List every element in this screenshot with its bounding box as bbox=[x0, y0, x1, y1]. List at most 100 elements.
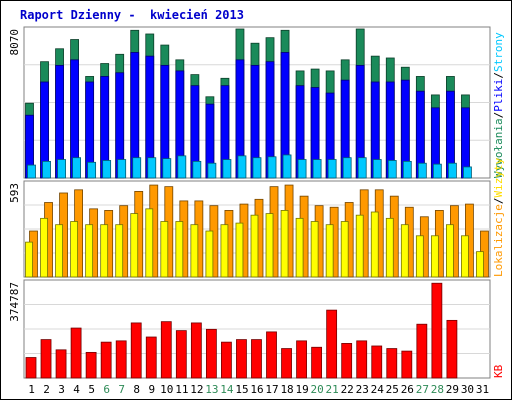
legend-item: Pliki bbox=[492, 79, 505, 112]
bar-kb-12 bbox=[190, 322, 202, 379]
bar-lokalizacje-30 bbox=[461, 235, 469, 278]
day-label-9: 9 bbox=[148, 383, 155, 396]
bar-kb-10 bbox=[160, 321, 172, 379]
bar-pliki-8 bbox=[132, 157, 142, 179]
day-label-16: 16 bbox=[250, 383, 263, 396]
bar-lokalizacje-31 bbox=[476, 251, 484, 278]
bar-kb-1 bbox=[25, 357, 37, 379]
bar-lokalizacje-14 bbox=[220, 224, 229, 278]
day-label-15: 15 bbox=[235, 383, 248, 396]
bar-lokalizacje-28 bbox=[430, 235, 439, 278]
day-label-19: 19 bbox=[295, 383, 308, 396]
day-label-17: 17 bbox=[265, 383, 278, 396]
bar-pliki-26 bbox=[402, 160, 412, 179]
bar-kb-16 bbox=[251, 339, 262, 379]
bar-lokalizacje-27 bbox=[415, 235, 424, 278]
bar-pliki-21 bbox=[327, 159, 337, 179]
bar-lokalizacje-29 bbox=[446, 224, 454, 278]
bar-pliki-27 bbox=[417, 162, 427, 179]
bar-pliki-5 bbox=[87, 161, 97, 179]
bar-pliki-10 bbox=[162, 158, 172, 179]
day-label-13: 13 bbox=[205, 383, 218, 396]
ymax-label-top: 8070 bbox=[8, 29, 21, 56]
bar-lokalizacje-15 bbox=[235, 222, 244, 278]
bar-pliki-6 bbox=[102, 160, 112, 179]
bar-kb-19 bbox=[296, 340, 307, 379]
bar-kb-13 bbox=[205, 328, 217, 379]
bar-kb-28 bbox=[431, 282, 443, 379]
day-label-14: 14 bbox=[220, 383, 234, 396]
bar-kb-3 bbox=[55, 349, 67, 379]
chart-title: Raport Dzienny - kwiecień 2013 bbox=[20, 8, 244, 22]
bar-kb-18 bbox=[281, 348, 292, 379]
legend-item: Wizyty bbox=[492, 157, 505, 197]
bar-kb-27 bbox=[416, 323, 428, 379]
day-label-29: 29 bbox=[446, 383, 459, 396]
bar-lokalizacje-21 bbox=[325, 224, 334, 278]
ymax-label-middle: 593 bbox=[8, 183, 21, 203]
bar-lokalizacje-13 bbox=[205, 230, 214, 278]
bar-lokalizacje-7 bbox=[115, 224, 124, 278]
bar-kb-22 bbox=[341, 343, 353, 379]
bar-lokalizacje-17 bbox=[265, 213, 274, 278]
bar-lokalizacje-10 bbox=[160, 221, 169, 278]
day-label-11: 11 bbox=[175, 383, 188, 396]
bar-pliki-13 bbox=[207, 162, 217, 179]
legend-separator: / bbox=[492, 112, 505, 119]
legend-middle: Lokalizacje/Wizyty bbox=[492, 157, 505, 277]
bar-lokalizacje-3 bbox=[55, 224, 63, 278]
bar-lokalizacje-5 bbox=[85, 224, 94, 278]
legend-separator: / bbox=[492, 198, 505, 205]
bar-kb-15 bbox=[236, 339, 247, 379]
day-label-26: 26 bbox=[401, 383, 414, 396]
bar-kb-24 bbox=[371, 345, 383, 379]
bar-kb-8 bbox=[130, 322, 142, 379]
bar-kb-7 bbox=[115, 340, 127, 379]
ymax-label-bottom: 374787 bbox=[8, 282, 21, 322]
day-label-21: 21 bbox=[326, 383, 339, 396]
bar-pliki-9 bbox=[147, 157, 157, 179]
day-label-18: 18 bbox=[280, 383, 293, 396]
bar-lokalizacje-18 bbox=[280, 210, 289, 278]
bar-lokalizacje-19 bbox=[295, 217, 304, 278]
bar-pliki-15 bbox=[237, 155, 247, 179]
bar-kb-21 bbox=[326, 309, 338, 379]
day-label-30: 30 bbox=[461, 383, 474, 396]
bar-lokalizacje-8 bbox=[130, 213, 139, 278]
bar-lokalizacje-26 bbox=[400, 224, 409, 278]
bar-lokalizacje-2 bbox=[40, 217, 48, 278]
legend-item: Wywołania bbox=[492, 118, 505, 178]
day-label-23: 23 bbox=[356, 383, 369, 396]
bar-lokalizacje-24 bbox=[370, 211, 379, 278]
day-label-6: 6 bbox=[103, 383, 110, 396]
bar-pliki-22 bbox=[342, 157, 352, 179]
bar-pliki-20 bbox=[312, 159, 322, 179]
bar-lokalizacje-16 bbox=[250, 214, 259, 278]
day-label-27: 27 bbox=[416, 383, 429, 396]
bar-kb-26 bbox=[401, 350, 413, 379]
day-label-10: 10 bbox=[160, 383, 173, 396]
legend-item: KB bbox=[492, 364, 505, 378]
day-label-4: 4 bbox=[73, 383, 80, 396]
bar-kb-14 bbox=[221, 341, 232, 379]
legend-top: Wywołania/Pliki/Strony bbox=[492, 32, 505, 178]
bar-kb-23 bbox=[356, 340, 368, 379]
day-label-22: 22 bbox=[341, 383, 354, 396]
day-label-31: 31 bbox=[476, 383, 489, 396]
day-label-7: 7 bbox=[118, 383, 125, 396]
bar-pliki-17 bbox=[267, 156, 277, 179]
bar-pliki-30 bbox=[463, 166, 472, 179]
bar-lokalizacje-4 bbox=[70, 221, 78, 278]
bar-lokalizacje-23 bbox=[355, 214, 364, 278]
legend-item: Lokalizacje bbox=[492, 204, 505, 277]
bar-kb-17 bbox=[266, 331, 277, 379]
day-label-20: 20 bbox=[311, 383, 324, 396]
day-label-12: 12 bbox=[190, 383, 203, 396]
bar-pliki-7 bbox=[117, 159, 127, 179]
day-label-5: 5 bbox=[88, 383, 95, 396]
bar-pliki-3 bbox=[57, 159, 66, 179]
bar-lokalizacje-12 bbox=[190, 224, 199, 278]
legend-separator: / bbox=[492, 72, 505, 79]
bar-pliki-25 bbox=[387, 160, 397, 179]
legend-bottom: KB bbox=[492, 364, 505, 378]
